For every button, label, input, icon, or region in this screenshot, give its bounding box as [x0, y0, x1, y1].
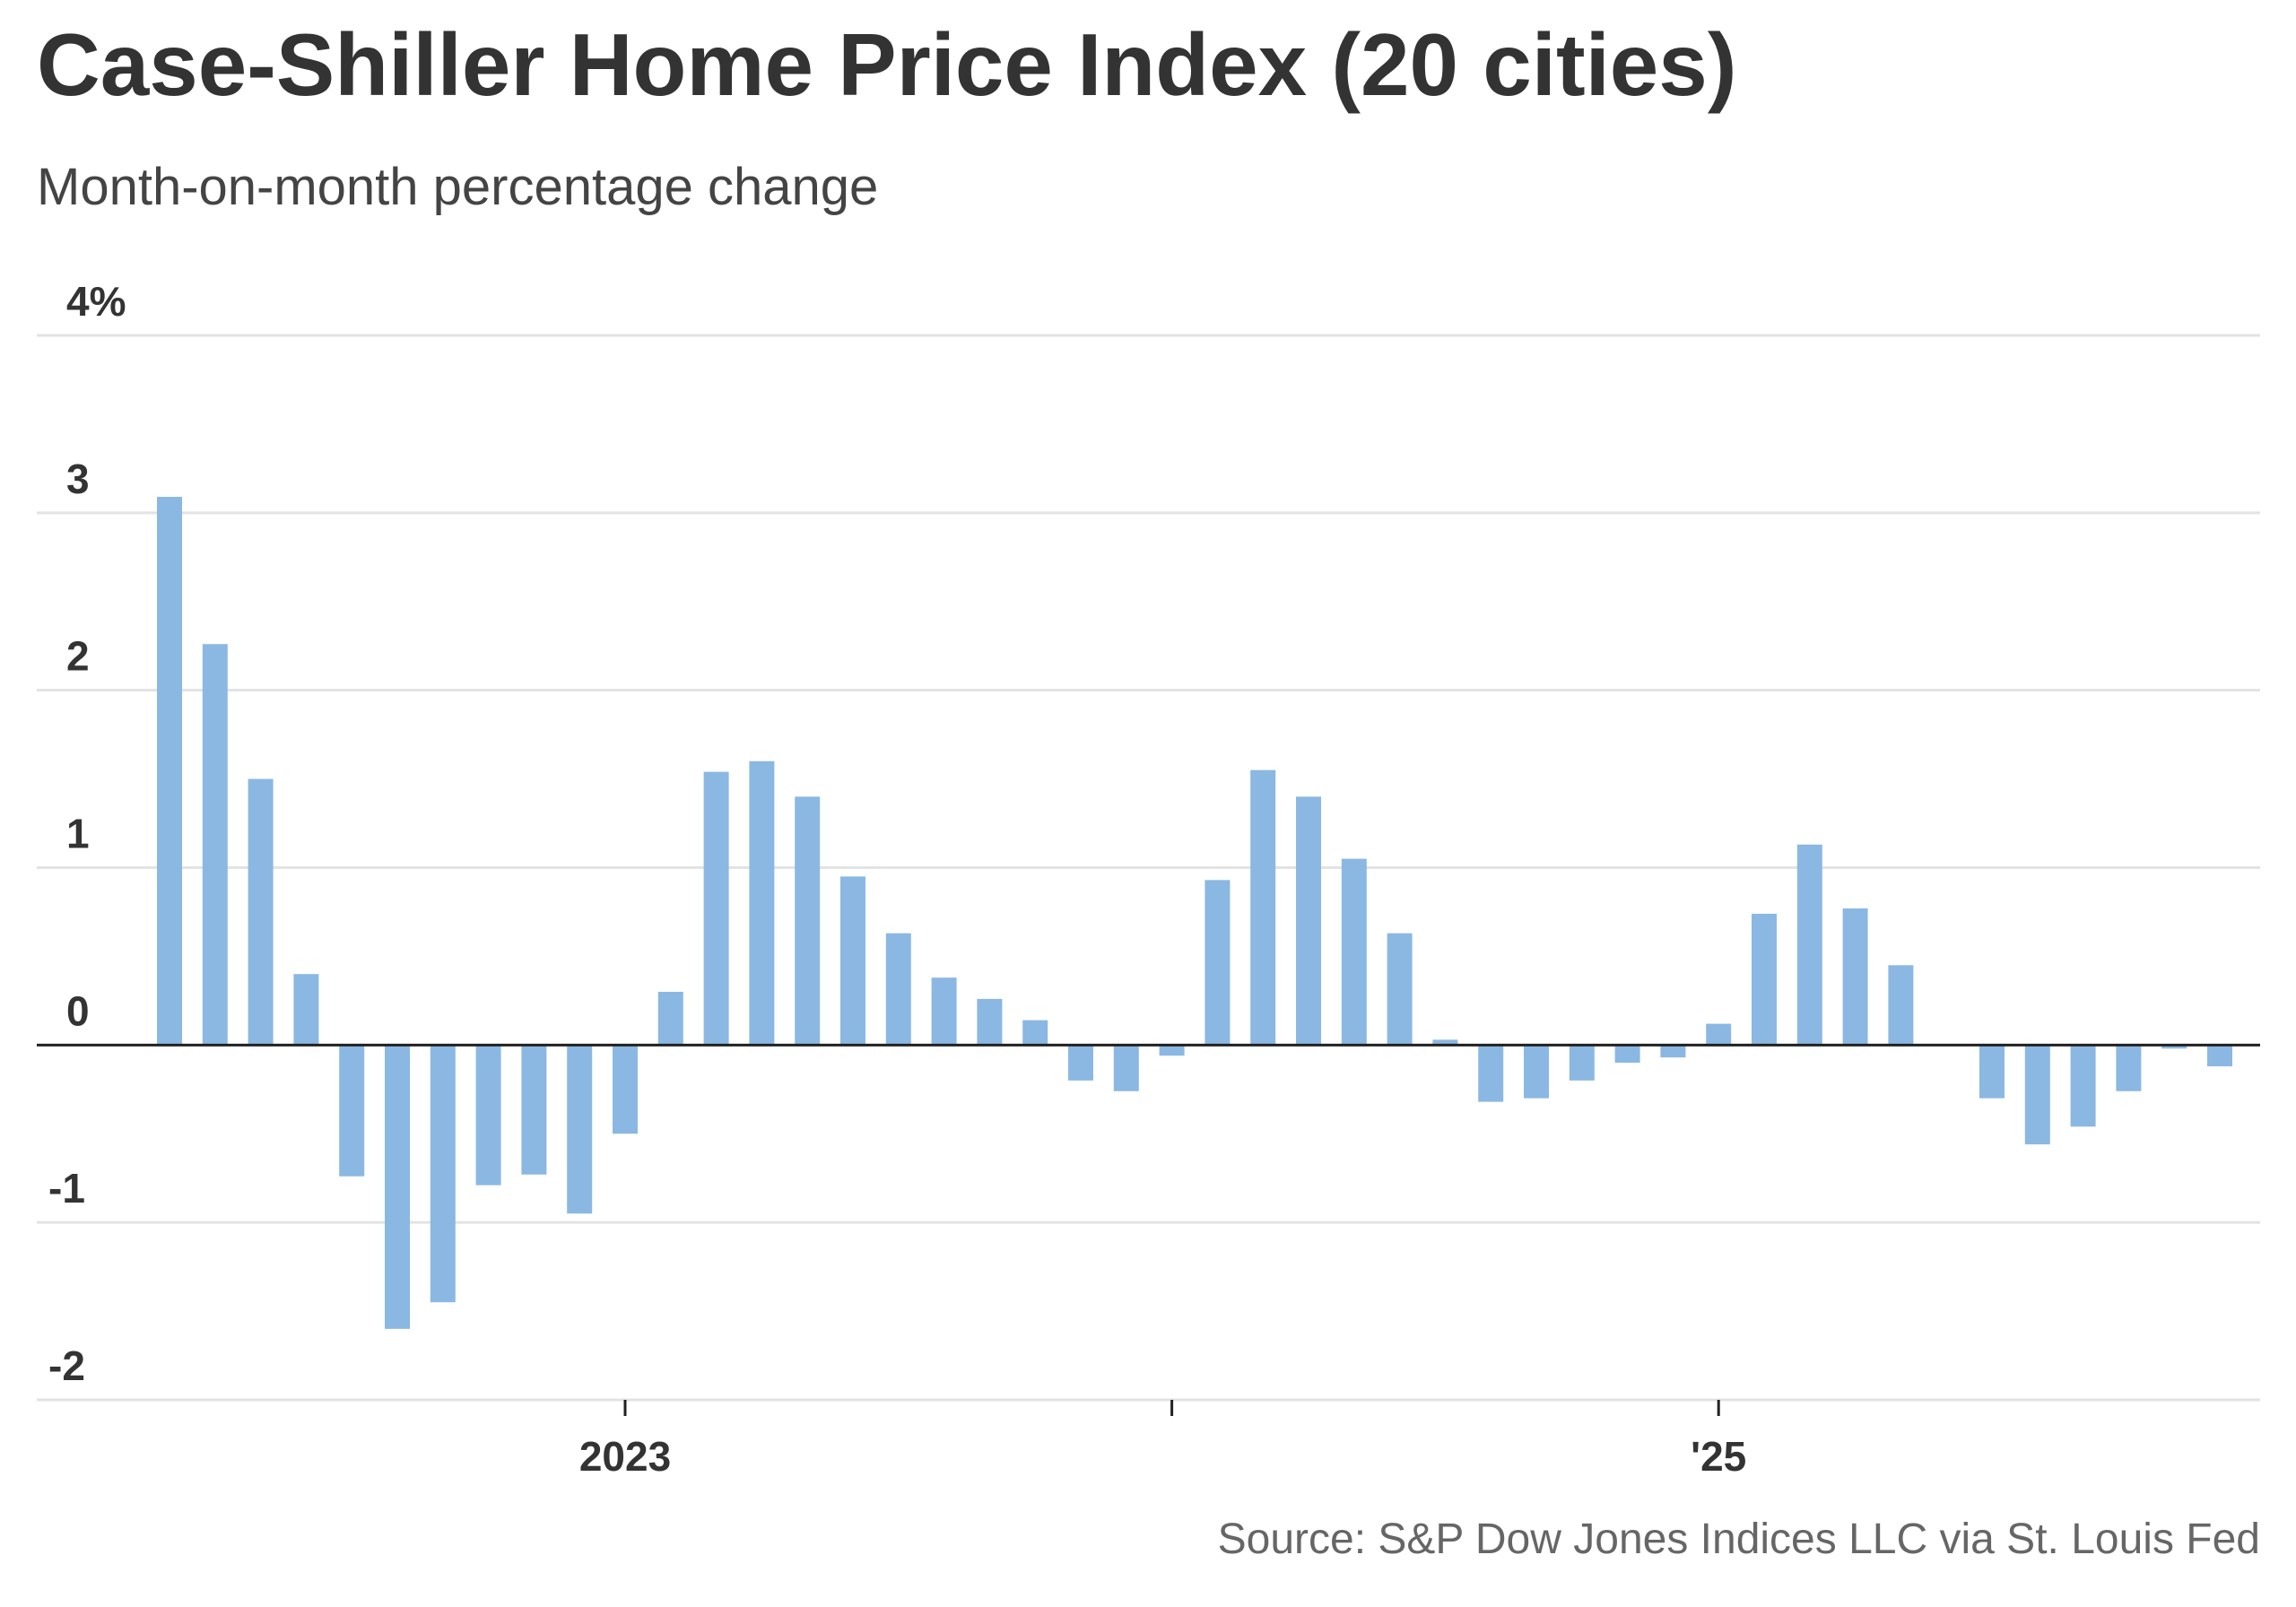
bar — [1159, 1045, 1185, 1056]
bar — [1569, 1045, 1595, 1081]
y-tick-label: -2 — [48, 1342, 85, 1389]
bar — [1614, 1045, 1640, 1064]
bar — [977, 998, 1003, 1046]
bar — [567, 1045, 593, 1214]
bar — [1524, 1045, 1549, 1099]
bar — [1478, 1045, 1504, 1102]
source-note: Source: S&P Dow Jones Indices LLC via St… — [1218, 1516, 2260, 1563]
bar — [1250, 769, 1276, 1046]
chart-title: Case-Shiller Home Price Index (20 cities… — [37, 15, 1736, 114]
bar — [703, 771, 729, 1046]
bar — [840, 876, 865, 1046]
bar — [2024, 1045, 2050, 1145]
bar — [1979, 1045, 2005, 1099]
bar — [339, 1045, 365, 1177]
bar — [1796, 844, 1822, 1046]
x-tick-label: '25 — [1691, 1433, 1746, 1480]
bar — [1842, 908, 1868, 1046]
y-tick-label: 3 — [66, 456, 90, 502]
y-tick-label: 4% — [66, 278, 126, 325]
bar — [1706, 1023, 1732, 1046]
bar — [795, 796, 821, 1046]
bar — [749, 760, 775, 1046]
bar — [293, 974, 319, 1046]
bar — [1341, 858, 1367, 1046]
bar — [2116, 1045, 2142, 1091]
x-tick-label: 2023 — [579, 1433, 671, 1480]
bar — [1113, 1045, 1139, 1091]
bar — [202, 644, 228, 1046]
bar — [521, 1045, 547, 1175]
bar — [1068, 1045, 1093, 1081]
bar — [385, 1045, 410, 1329]
y-tick-label: 2 — [66, 633, 90, 680]
bar — [1022, 1020, 1048, 1046]
bar — [475, 1045, 501, 1186]
bar — [2070, 1045, 2096, 1127]
bar — [2207, 1045, 2232, 1067]
bar — [613, 1045, 638, 1134]
bar — [157, 497, 182, 1046]
chart-subtitle: Month-on-month percentage change — [37, 158, 878, 216]
bar — [1296, 796, 1321, 1046]
bar — [248, 778, 274, 1046]
bar — [430, 1045, 456, 1303]
bar — [1387, 933, 1413, 1046]
y-tick-label: 1 — [66, 811, 90, 857]
bar — [2161, 1045, 2187, 1049]
bar — [1432, 1039, 1458, 1046]
bar — [1660, 1045, 1686, 1058]
y-tick-label: -1 — [48, 1165, 85, 1212]
bar — [885, 933, 911, 1046]
bar — [1888, 965, 1914, 1046]
bar — [1205, 880, 1231, 1046]
bar — [657, 991, 683, 1046]
y-tick-label: 0 — [66, 987, 90, 1034]
bar — [1752, 913, 1777, 1046]
bar — [931, 977, 957, 1046]
